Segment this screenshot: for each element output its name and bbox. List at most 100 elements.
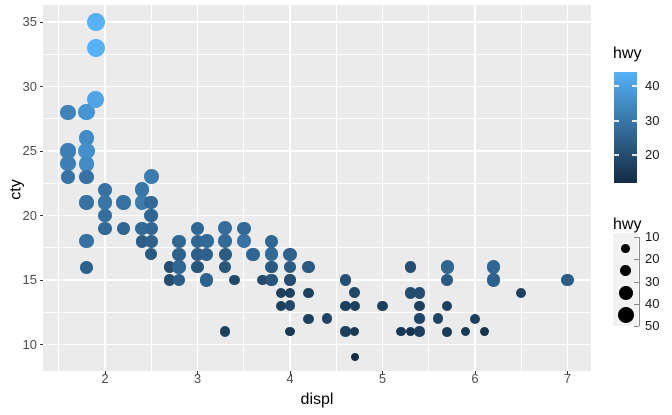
data-point <box>404 261 416 273</box>
size-legend-dot <box>619 264 632 277</box>
size-legend-label: 50 <box>645 318 660 334</box>
data-point <box>79 260 93 274</box>
data-point <box>440 260 454 274</box>
gridline-major-horizontal <box>43 343 591 346</box>
data-point <box>414 326 425 337</box>
gridline-major-horizontal <box>43 279 591 281</box>
data-point <box>414 313 425 324</box>
data-point <box>340 300 351 311</box>
data-point <box>486 273 500 287</box>
y-tick-mark <box>39 344 43 345</box>
data-point <box>200 247 214 261</box>
data-point <box>98 208 112 223</box>
x-axis-title: displ <box>300 391 334 408</box>
data-point <box>442 300 453 311</box>
size-legend-axis-tick <box>633 303 639 305</box>
data-point <box>441 273 454 287</box>
data-point <box>143 169 159 185</box>
size-legend-axis-tick <box>633 281 639 283</box>
data-point <box>377 300 388 311</box>
data-point <box>321 313 333 324</box>
data-point <box>220 326 231 337</box>
gridline-minor-vertical <box>335 5 337 371</box>
data-point <box>264 234 279 248</box>
y-tick-label: 35 <box>22 14 37 29</box>
y-tick-label: 15 <box>22 272 37 287</box>
data-point <box>116 195 131 210</box>
x-tick-label: 3 <box>193 371 202 386</box>
data-point <box>78 130 95 146</box>
color-legend-tick-right <box>632 84 637 87</box>
data-point <box>78 155 95 172</box>
data-point <box>191 261 204 274</box>
gridline-minor-horizontal <box>43 118 591 120</box>
size-legend-label: 30 <box>645 273 660 289</box>
data-point <box>414 300 425 311</box>
x-tick-mark <box>104 371 106 375</box>
data-point <box>144 208 158 223</box>
color-legend-tick-right <box>632 154 637 157</box>
data-point <box>236 234 251 249</box>
size-legend-dot <box>617 307 634 324</box>
gridline-minor-horizontal <box>43 182 591 184</box>
data-point <box>349 287 361 299</box>
data-point <box>79 169 94 184</box>
data-point <box>404 287 416 299</box>
data-point <box>265 260 278 274</box>
size-legend-dot <box>621 243 630 253</box>
size-legend-label: 40 <box>645 295 660 311</box>
x-tick-label: 6 <box>471 371 479 386</box>
gridline-minor-vertical <box>520 5 522 371</box>
data-point <box>172 234 186 248</box>
data-point <box>516 287 527 298</box>
data-point <box>349 300 360 311</box>
data-point <box>442 326 453 337</box>
color-legend-tick-left <box>614 154 619 157</box>
y-tick-label: 30 <box>22 78 37 94</box>
data-point <box>86 38 105 57</box>
data-point <box>413 287 426 299</box>
data-point <box>78 104 95 121</box>
gridline-minor-horizontal <box>43 311 591 313</box>
gridline-minor-vertical <box>150 5 152 371</box>
data-point <box>339 274 352 286</box>
color-legend-tick-left <box>614 119 619 122</box>
color-legend-gradient-bar <box>614 72 637 183</box>
data-point <box>265 273 278 287</box>
x-tick-mark <box>197 371 198 375</box>
color-legend-label: 30 <box>645 112 660 128</box>
data-point <box>116 221 131 236</box>
size-legend-axis-tick <box>633 237 639 238</box>
y-tick-label: 20 <box>22 207 37 223</box>
data-point <box>396 326 406 337</box>
data-point <box>60 143 76 159</box>
y-tick-label: 10 <box>22 336 37 352</box>
data-point <box>172 273 186 287</box>
data-point <box>236 221 251 236</box>
gridline-major-vertical <box>196 5 199 371</box>
gridline-minor-vertical <box>58 5 60 371</box>
data-point <box>144 221 158 236</box>
data-point <box>164 274 176 286</box>
data-point <box>144 234 158 248</box>
data-point <box>264 247 279 261</box>
data-point <box>432 313 444 324</box>
gridline-major-horizontal <box>43 21 591 23</box>
data-point <box>87 90 105 109</box>
plot-panel <box>43 5 591 371</box>
data-point <box>284 287 296 298</box>
gridline-major-horizontal <box>43 214 591 217</box>
data-point <box>172 260 186 274</box>
data-point <box>60 156 76 172</box>
size-legend-label: 20 <box>645 251 660 267</box>
data-point <box>60 169 76 184</box>
data-point <box>275 300 286 311</box>
data-point <box>218 247 232 261</box>
data-point <box>350 353 359 362</box>
size-legend-axis-tick <box>633 259 639 261</box>
data-point <box>86 13 105 31</box>
color-legend-tick-left <box>614 84 619 87</box>
gridline-major-vertical <box>566 5 569 371</box>
data-point <box>79 195 94 210</box>
